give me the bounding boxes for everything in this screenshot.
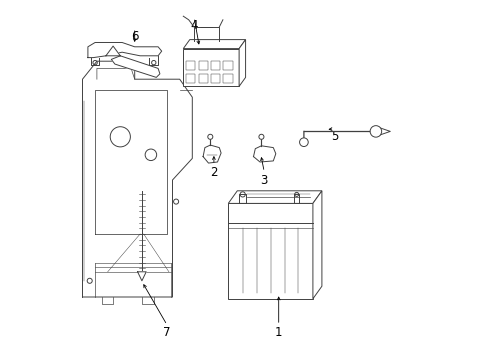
Text: 4: 4: [190, 19, 198, 32]
Polygon shape: [239, 40, 245, 86]
Bar: [210, 74, 220, 83]
Bar: [186, 61, 195, 70]
Polygon shape: [253, 146, 275, 162]
Bar: [198, 74, 207, 83]
Polygon shape: [377, 127, 389, 136]
Polygon shape: [228, 203, 312, 299]
Circle shape: [258, 134, 264, 139]
Polygon shape: [106, 46, 120, 56]
Polygon shape: [183, 49, 239, 86]
Circle shape: [369, 126, 381, 137]
Circle shape: [294, 192, 298, 197]
Text: 1: 1: [274, 327, 282, 339]
Bar: [223, 61, 232, 70]
Circle shape: [207, 134, 212, 139]
Text: 6: 6: [131, 30, 138, 42]
Bar: [210, 61, 220, 70]
Polygon shape: [82, 61, 192, 297]
Polygon shape: [111, 56, 160, 77]
Text: 3: 3: [260, 174, 267, 186]
Circle shape: [299, 138, 307, 147]
Polygon shape: [228, 191, 321, 203]
Polygon shape: [203, 145, 221, 163]
Text: 7: 7: [163, 327, 170, 339]
Bar: [186, 74, 195, 83]
Polygon shape: [183, 40, 245, 49]
Text: 5: 5: [330, 130, 338, 143]
Polygon shape: [137, 272, 146, 281]
Polygon shape: [88, 42, 162, 58]
Text: 2: 2: [210, 166, 217, 179]
Bar: [198, 61, 207, 70]
Bar: [223, 74, 232, 83]
Polygon shape: [312, 191, 321, 299]
Circle shape: [240, 192, 245, 197]
